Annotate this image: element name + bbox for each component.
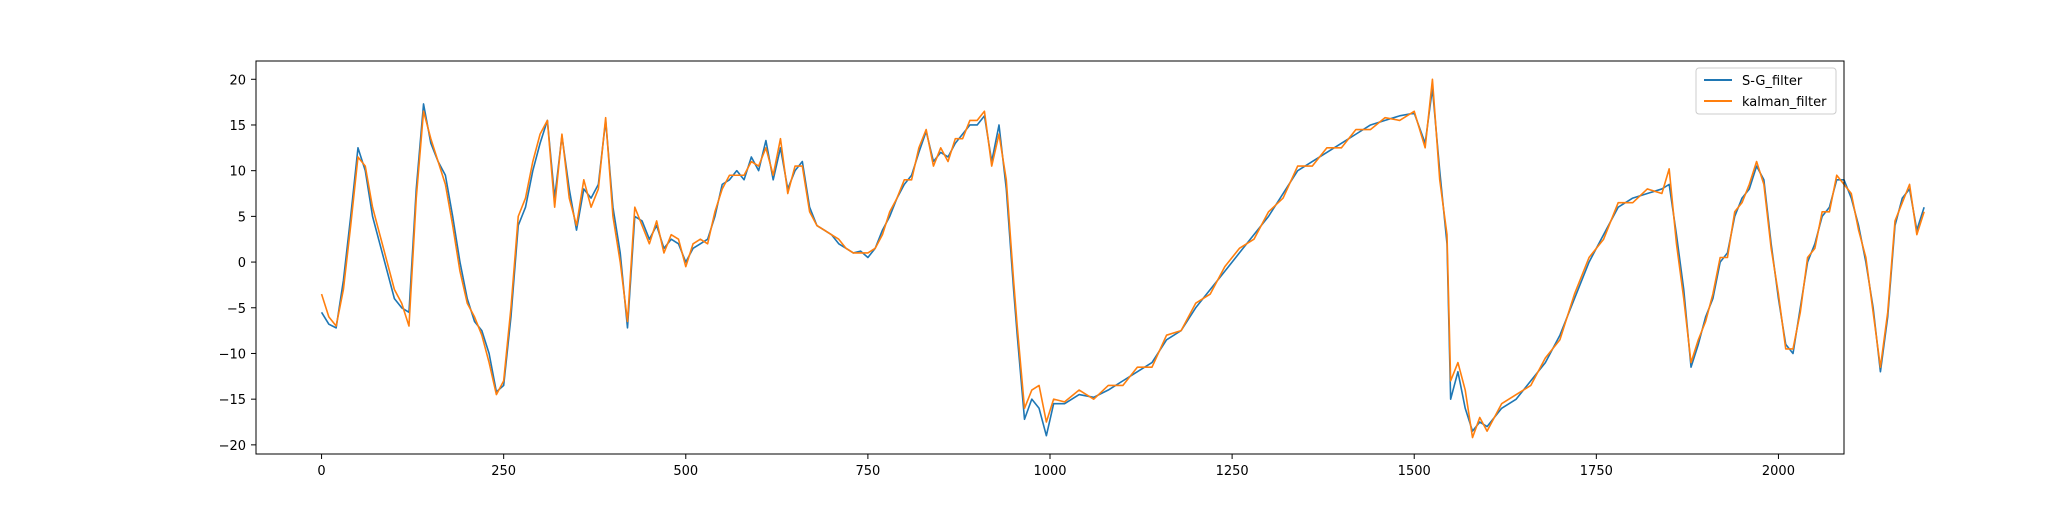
x-tick-label: 500 bbox=[673, 464, 698, 479]
y-tick-label: 5 bbox=[238, 210, 246, 225]
y-tick-label: −5 bbox=[227, 302, 246, 317]
x-tick-label: 0 bbox=[317, 464, 325, 479]
y-tick-label: −10 bbox=[219, 347, 246, 362]
y-tick-label: 10 bbox=[229, 165, 246, 180]
y-tick-label: −20 bbox=[219, 439, 246, 454]
legend-label-sg-filter: S-G_filter bbox=[1742, 74, 1803, 89]
x-axis: 0 250 500 750 1000 1250 1500 1750 2000 bbox=[317, 454, 1795, 479]
y-tick-label: 15 bbox=[229, 119, 246, 134]
y-tick-label: 0 bbox=[238, 256, 246, 271]
y-axis: −20 −15 −10 −5 0 5 10 15 20 bbox=[219, 73, 256, 454]
x-tick-label: 1750 bbox=[1580, 464, 1613, 479]
x-tick-label: 1250 bbox=[1216, 464, 1249, 479]
x-tick-label: 1000 bbox=[1033, 464, 1066, 479]
x-tick-label: 750 bbox=[855, 464, 880, 479]
x-tick-label: 1500 bbox=[1398, 464, 1431, 479]
legend-label-kalman-filter: kalman_filter bbox=[1742, 95, 1827, 110]
legend: S-G_filter kalman_filter bbox=[1695, 67, 1837, 115]
series-line-kalman-filter bbox=[320, 78, 1925, 439]
y-tick-label: 20 bbox=[229, 73, 246, 88]
x-tick-label: 2000 bbox=[1762, 464, 1795, 479]
x-tick-label: 250 bbox=[491, 464, 516, 479]
series-layer bbox=[320, 78, 1925, 439]
y-tick-label: −15 bbox=[219, 393, 246, 408]
